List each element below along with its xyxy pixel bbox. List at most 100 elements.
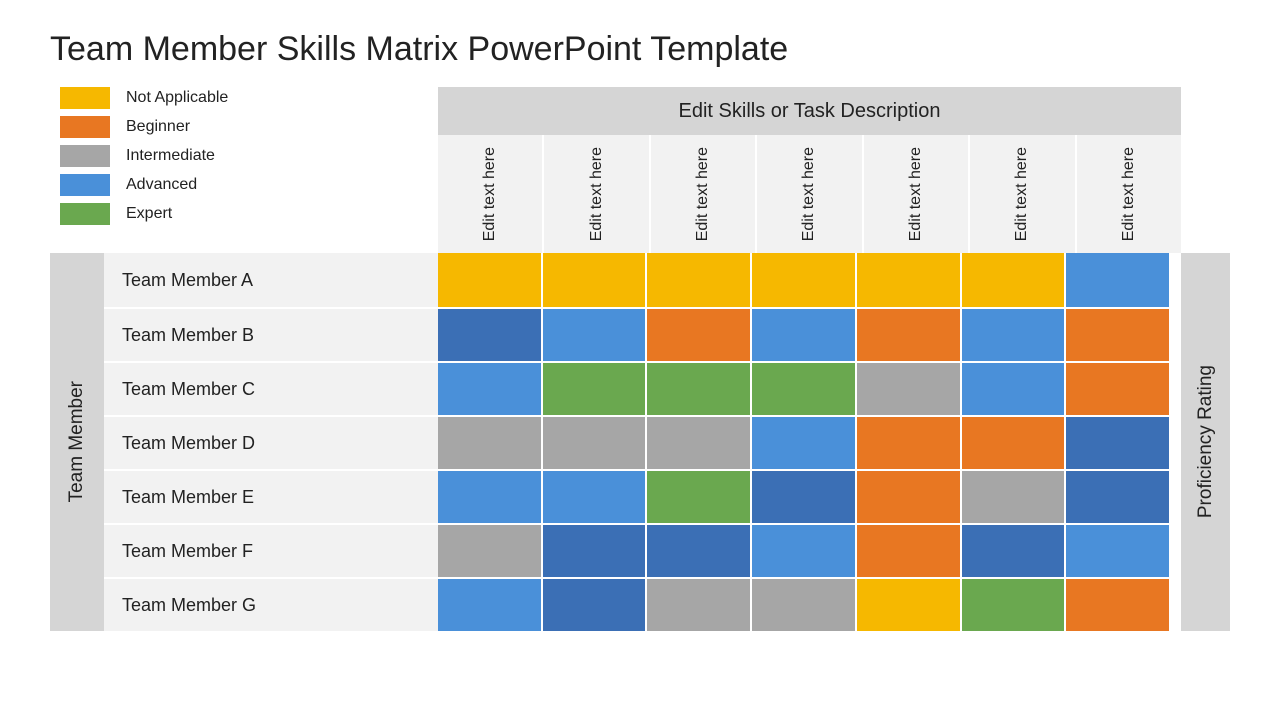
skill-cell[interactable] [541,253,646,307]
skill-cell[interactable] [541,471,646,523]
grid-row [438,469,1169,523]
skill-cell[interactable] [960,363,1065,415]
skill-cell[interactable] [645,471,750,523]
legend: Not Applicable Beginner Intermediate Advanc… [50,87,438,253]
skill-column-text: Edit text here [694,147,712,241]
legend-label: Intermediate [126,147,215,165]
team-member-label-text: Team Member [66,381,88,502]
members-column: Team Member ATeam Member BTeam Member CT… [104,253,438,631]
skill-cell[interactable] [1064,253,1169,307]
skill-cell[interactable] [750,471,855,523]
legend-swatch [60,203,110,225]
skills-banner[interactable]: Edit Skills or Task Description [438,87,1181,135]
member-name[interactable]: Team Member C [104,361,438,415]
legend-item: Expert [60,203,438,225]
skill-cell[interactable] [750,309,855,361]
legend-swatch [60,116,110,138]
skill-cell[interactable] [1064,579,1169,631]
legend-swatch [60,145,110,167]
skill-column-text: Edit text here [1013,147,1031,241]
skill-cell[interactable] [645,579,750,631]
member-name[interactable]: Team Member D [104,415,438,469]
page-title: Team Member Skills Matrix PowerPoint Tem… [50,30,1230,69]
skill-cell[interactable] [960,525,1065,577]
legend-label: Beginner [126,118,190,136]
member-name[interactable]: Team Member E [104,469,438,523]
skill-cell[interactable] [541,525,646,577]
skill-cell[interactable] [750,253,855,307]
member-name[interactable]: Team Member F [104,523,438,577]
skills-header-area: Edit Skills or Task Description Edit tex… [438,87,1230,253]
skill-cell[interactable] [438,363,541,415]
skill-cell[interactable] [855,253,960,307]
grid-row [438,307,1169,361]
skill-cell[interactable] [438,579,541,631]
skill-column-header[interactable]: Edit text here [649,135,755,253]
skill-column-header[interactable]: Edit text here [542,135,648,253]
skill-cell[interactable] [960,471,1065,523]
skill-cell[interactable] [1064,471,1169,523]
skill-cell[interactable] [750,363,855,415]
skill-cell[interactable] [960,417,1065,469]
skill-column-header[interactable]: Edit text here [438,135,542,253]
skill-cell[interactable] [645,417,750,469]
skill-cell[interactable] [855,309,960,361]
skill-column-text: Edit text here [1120,147,1138,241]
skill-column-header[interactable]: Edit text here [968,135,1074,253]
skill-cell[interactable] [855,363,960,415]
legend-item: Beginner [60,116,438,138]
skill-column-header[interactable]: Edit text here [862,135,968,253]
skill-cell[interactable] [438,417,541,469]
skill-cell[interactable] [855,417,960,469]
legend-swatch [60,174,110,196]
grid-row [438,253,1169,307]
skill-cell[interactable] [645,363,750,415]
matrix-body: Team Member Team Member ATeam Member BTe… [50,253,1230,631]
skill-cell[interactable] [855,471,960,523]
skill-cell[interactable] [541,309,646,361]
skill-cell[interactable] [1064,417,1169,469]
skill-cell[interactable] [1064,363,1169,415]
grid-row [438,361,1169,415]
member-name[interactable]: Team Member G [104,577,438,631]
skill-cell[interactable] [855,525,960,577]
skill-cell[interactable] [855,579,960,631]
skill-column-text: Edit text here [800,147,818,241]
skill-column-header[interactable]: Edit text here [1075,135,1181,253]
skill-cell[interactable] [960,309,1065,361]
skill-cell[interactable] [645,309,750,361]
skill-cell[interactable] [750,579,855,631]
skill-cell[interactable] [438,309,541,361]
skill-cell[interactable] [541,579,646,631]
skill-column-text: Edit text here [481,147,499,241]
skill-cell[interactable] [438,525,541,577]
skill-cell[interactable] [541,417,646,469]
legend-label: Expert [126,205,172,223]
skill-cell[interactable] [960,253,1065,307]
member-name[interactable]: Team Member A [104,253,438,307]
skill-cell[interactable] [438,471,541,523]
skill-cell[interactable] [1064,525,1169,577]
skill-cell[interactable] [645,253,750,307]
legend-item: Intermediate [60,145,438,167]
skill-columns: Edit text here Edit text here Edit text he… [438,135,1181,253]
skills-grid [438,253,1169,631]
proficiency-rating-text: Proficiency Rating [1195,365,1217,518]
top-row: Not Applicable Beginner Intermediate Advanc… [50,87,1230,253]
skill-column-header[interactable]: Edit text here [755,135,861,253]
skill-cell[interactable] [750,417,855,469]
skill-column-text: Edit text here [588,147,606,241]
grid-row [438,577,1169,631]
skill-cell[interactable] [438,253,541,307]
legend-item: Not Applicable [60,87,438,109]
skill-cell[interactable] [645,525,750,577]
skill-cell[interactable] [541,363,646,415]
skill-cell[interactable] [960,579,1065,631]
grid-row [438,523,1169,577]
skill-cell[interactable] [1064,309,1169,361]
grid-row [438,415,1169,469]
skill-cell[interactable] [750,525,855,577]
legend-label: Advanced [126,176,197,194]
legend-swatch [60,87,110,109]
member-name[interactable]: Team Member B [104,307,438,361]
